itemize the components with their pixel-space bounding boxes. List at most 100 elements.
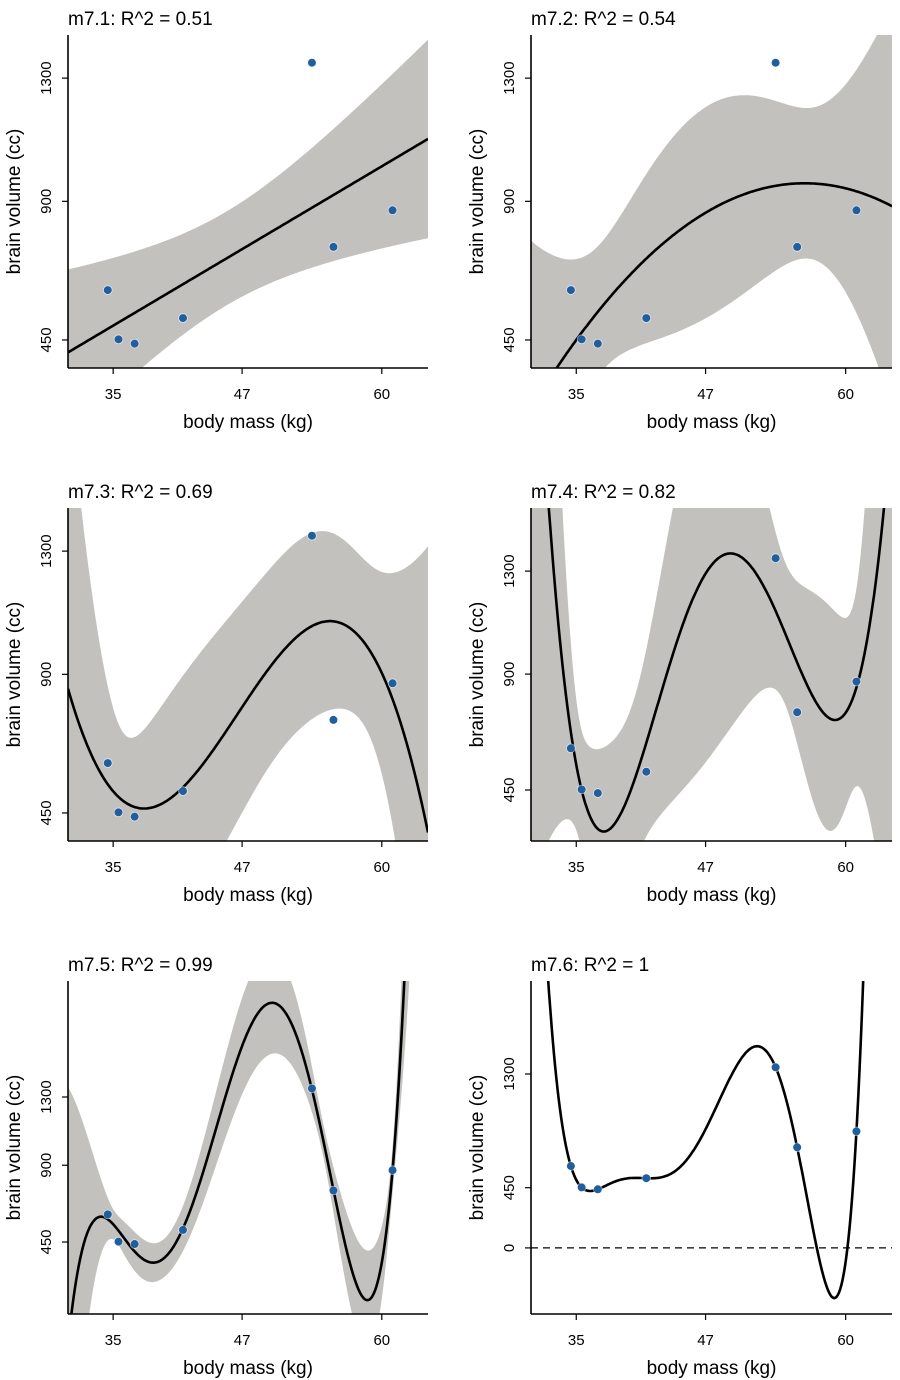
data-point [577, 335, 586, 344]
y-tick-label: 900 [38, 1153, 55, 1178]
data-point [114, 808, 123, 817]
x-tick-label: 47 [697, 386, 714, 403]
data-point [307, 1084, 316, 1093]
y-tick-label: 450 [38, 1229, 55, 1254]
y-tick-label: 450 [38, 327, 55, 352]
panel-m7-4: 35 47 60 450 900 1300 m7.4: R^2 = 0.82 body mas… [467, 482, 892, 906]
y-tick-label: 1300 [501, 61, 518, 94]
y-tick-label: 1300 [38, 534, 55, 567]
panel-m7-3: 35 47 60 450 900 1300 m7.3: R^2 = 0.69 body mas… [4, 482, 428, 906]
x-tick-label: 47 [234, 386, 251, 403]
y-tick-label: 1300 [501, 1057, 518, 1090]
y-tick-label: 900 [38, 662, 55, 687]
data-point [771, 554, 780, 563]
plot-area [68, 981, 410, 1314]
y-axis-label: brain volume (cc) [467, 129, 488, 275]
data-point [642, 1174, 651, 1183]
x-tick-label: 60 [837, 859, 854, 876]
y-tick-label: 450 [501, 1175, 518, 1200]
x-tick-label: 60 [373, 1332, 390, 1349]
y-tick-label: 900 [501, 662, 518, 687]
plot-area [531, 35, 892, 368]
data-point [178, 314, 187, 323]
x-tick-label: 60 [837, 1332, 854, 1349]
data-point [566, 286, 575, 295]
plot-area [531, 981, 892, 1300]
y-tick-label: 0 [501, 1244, 518, 1252]
data-point [771, 58, 780, 67]
data-point [103, 286, 112, 295]
y-tick-label: 450 [38, 800, 55, 825]
y-axis-label: brain volume (cc) [4, 129, 25, 275]
data-point [178, 787, 187, 796]
x-tick-label: 47 [697, 859, 714, 876]
data-point [114, 335, 123, 344]
data-point [793, 1143, 802, 1152]
data-point [642, 767, 651, 776]
x-tick-label: 35 [105, 1332, 122, 1349]
x-tick-label: 35 [568, 859, 585, 876]
data-point [307, 531, 316, 540]
x-axis-label: body mass (kg) [647, 1358, 777, 1379]
data-point [793, 242, 802, 251]
data-point [114, 1237, 123, 1246]
interval-band [531, 508, 892, 841]
data-point [178, 1225, 187, 1234]
data-point [771, 1063, 780, 1072]
data-point [852, 1127, 861, 1136]
data-point [329, 715, 338, 724]
y-tick-label: 1300 [38, 61, 55, 94]
data-point [388, 206, 397, 215]
x-axis-label: body mass (kg) [647, 412, 777, 433]
y-axis-label: brain volume (cc) [467, 602, 488, 748]
data-point [307, 58, 316, 67]
y-tick-label: 450 [501, 777, 518, 802]
data-point [130, 339, 139, 348]
data-point [130, 1240, 139, 1249]
mean-fit-line [68, 619, 428, 833]
data-point [852, 206, 861, 215]
data-point [642, 314, 651, 323]
data-point [566, 1162, 575, 1171]
panel-m7-6: 35 47 60 0 450 1300 m7.6: R^2 = 1 body mass (kg… [467, 955, 892, 1379]
panel-m7-5: 35 47 60 450 900 1300 m7.5: R^2 = 0.99 body mas… [4, 955, 428, 1379]
panel-title: m7.6: R^2 = 1 [531, 955, 649, 976]
data-point [793, 708, 802, 717]
x-tick-label: 47 [234, 1332, 251, 1349]
panel-title: m7.3: R^2 = 0.69 [68, 482, 213, 503]
panel-m7-1: 35 47 60 450 900 1300 m7.1: R^2 = 0.51 body mas… [4, 9, 428, 433]
mean-fit-line [68, 137, 428, 354]
panel-m7-2: 35 47 60 450 900 1300 m7.2: R^2 = 0.54 body mas… [467, 9, 892, 433]
x-tick-label: 60 [373, 859, 390, 876]
plot-area [68, 508, 428, 841]
interval-band [68, 39, 428, 368]
interval-band [68, 508, 428, 841]
mean-fit-line [547, 508, 886, 833]
interval-band [68, 981, 410, 1314]
data-point [388, 679, 397, 688]
data-point [103, 759, 112, 768]
data-point [566, 744, 575, 753]
y-tick-label: 900 [501, 189, 518, 214]
x-axis-label: body mass (kg) [183, 1358, 313, 1379]
x-axis-label: body mass (kg) [183, 412, 313, 433]
y-tick-label: 1300 [38, 1080, 55, 1113]
data-point [388, 1166, 397, 1175]
plot-area [531, 508, 892, 841]
x-axis-label: body mass (kg) [647, 885, 777, 906]
y-axis-label: brain volume (cc) [4, 602, 25, 748]
data-point [103, 1210, 112, 1219]
panel-title: m7.5: R^2 = 0.99 [68, 955, 213, 976]
data-point [577, 1183, 586, 1192]
x-tick-label: 60 [373, 386, 390, 403]
mean-fit-line [546, 981, 865, 1300]
data-point [593, 789, 602, 798]
y-axis-label: brain volume (cc) [467, 1075, 488, 1221]
panel-title: m7.2: R^2 = 0.54 [531, 9, 676, 30]
y-axis-label: brain volume (cc) [4, 1075, 25, 1221]
mean-fit-line [555, 182, 892, 368]
x-tick-label: 60 [837, 386, 854, 403]
y-tick-label: 450 [501, 327, 518, 352]
x-tick-label: 35 [568, 386, 585, 403]
